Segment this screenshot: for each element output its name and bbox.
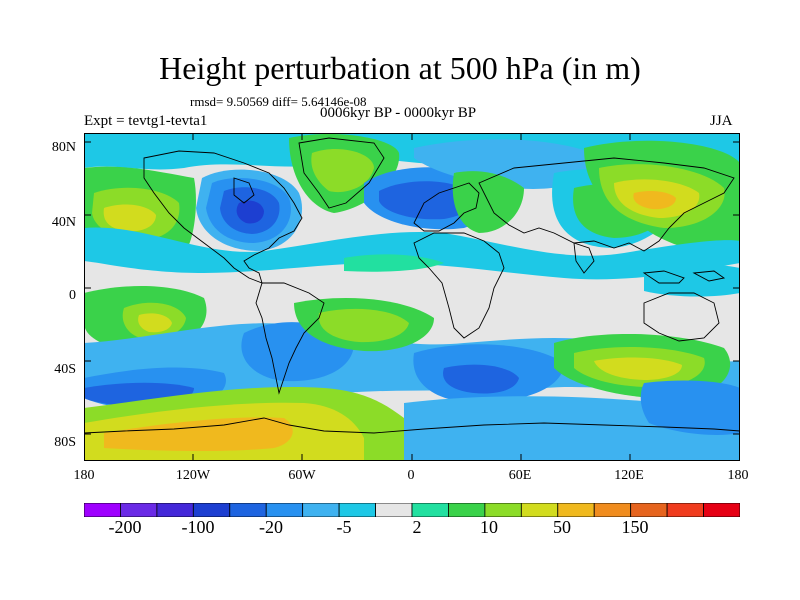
x-tick-label-60e: 60E <box>508 468 532 483</box>
colorbar-label-minus20: -20 <box>259 517 283 537</box>
x-tick-label-120e: 120E <box>614 468 644 483</box>
asia-coast <box>478 157 735 252</box>
greenland-yellow <box>311 148 374 193</box>
colorbar-label-10: 10 <box>480 517 498 537</box>
colorbar-box-8 <box>375 503 413 517</box>
colorbar-box-6 <box>302 503 340 517</box>
colorbar-label-minus100: -100 <box>181 517 215 537</box>
s-indian-blue-core <box>443 364 519 394</box>
x-tick-label-120w: 120W <box>175 468 211 483</box>
coastlines <box>84 137 740 434</box>
australia-core <box>594 357 682 380</box>
y-tick-label-eq: 0 <box>69 288 76 303</box>
colorbar-box-13 <box>557 503 595 517</box>
colorbar-box-4 <box>229 503 267 517</box>
colorbar-label-2: 2 <box>412 517 422 537</box>
antarctica-coast <box>84 417 740 434</box>
atlantic-north-core <box>379 181 473 220</box>
y-tick-label-80s: 80S <box>54 435 76 450</box>
colorbar-box-5 <box>265 503 304 517</box>
hudson-bay-coast <box>233 177 255 204</box>
season-label: JJA <box>710 113 733 129</box>
colorbar-box-0 <box>84 503 121 517</box>
y-tick-label-40n: 40N <box>51 215 76 230</box>
period-line: 0006kyr BP - 0000kyr BP <box>320 105 477 121</box>
x-tick-label-60w: 60W <box>288 468 316 483</box>
x-tick-label-180e: 180 <box>727 468 749 483</box>
x-tick-label-180w: 180 <box>73 468 95 483</box>
antarctic-orange <box>104 417 293 452</box>
colorbar-label-minus5: -5 <box>336 517 352 537</box>
maritime-continent-coast <box>642 270 726 284</box>
australia-coast <box>643 292 720 342</box>
colorbar-box-15 <box>630 503 668 517</box>
plot-title: Height perturbation at 500 hPa (in m) <box>159 50 641 86</box>
contour-field <box>84 133 740 461</box>
indian-ocean-cyan <box>644 263 740 297</box>
map-ticks <box>84 133 740 461</box>
height-perturbation-map <box>84 133 740 461</box>
n-america-low-center <box>236 200 264 224</box>
indian-subcontinent-coast <box>573 242 595 274</box>
asia-high-center <box>633 190 676 210</box>
colorbar-box-1 <box>120 503 158 517</box>
s-pacific-core <box>138 313 172 333</box>
colorbar-box-9 <box>411 503 449 517</box>
colorbar-box-11 <box>484 503 522 517</box>
colorbar-box-12 <box>520 503 559 517</box>
south-america-coast <box>255 282 325 395</box>
x-tick-label-0: 0 <box>407 468 415 483</box>
north-america-coast <box>143 150 303 284</box>
experiment-line: Expt = tevtg1-tevta1 <box>84 113 208 129</box>
stats-line: rmsd= 9.50569 diff= 5.64146e-08 <box>190 94 367 109</box>
colorbar-label-50: 50 <box>553 517 571 537</box>
colorbar-box-17 <box>703 503 740 517</box>
europe-coast <box>413 182 480 232</box>
colorbar-box-10 <box>448 503 486 517</box>
colorbar-box-14 <box>593 503 632 517</box>
antarctic-blue <box>640 380 740 435</box>
south-atlantic-yellow <box>318 308 409 343</box>
tropical-mint-strip <box>344 254 444 272</box>
colorbar-label-150: 150 <box>621 517 649 537</box>
y-tick-label-80n: 80N <box>51 140 76 155</box>
colorbar-label-minus200: -200 <box>108 517 142 537</box>
colorbar-box-3 <box>192 503 231 517</box>
africa-coast <box>413 232 505 339</box>
colorbar-box-2 <box>156 503 194 517</box>
pacific-north-orange <box>103 204 156 232</box>
colorbar-box-7 <box>338 503 376 517</box>
greenland-coast <box>298 137 385 209</box>
y-tick-label-40s: 40S <box>54 362 76 377</box>
colorbar-box-16 <box>666 503 704 517</box>
colorbar-boxes <box>84 503 740 517</box>
colorbar <box>84 503 740 517</box>
